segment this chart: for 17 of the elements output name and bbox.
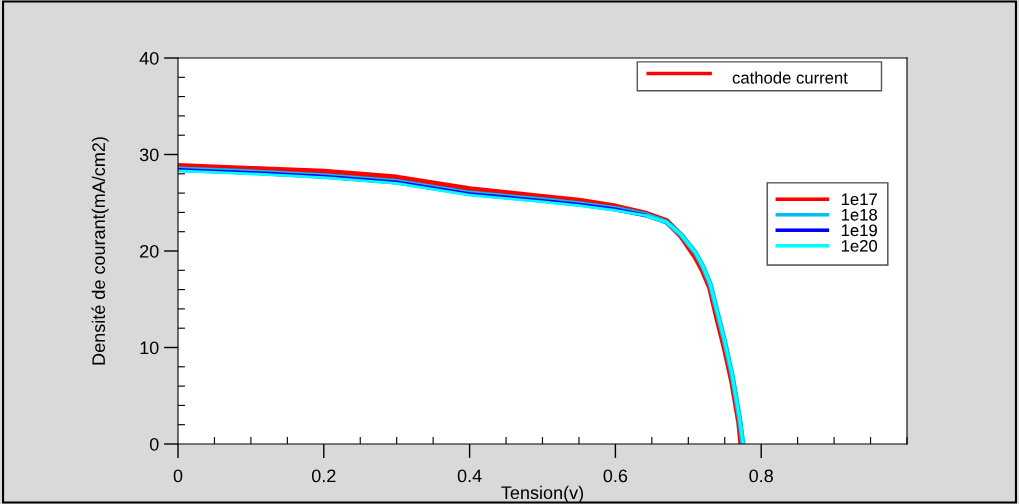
x-tick-label: 0.8 bbox=[749, 469, 773, 483]
y-tick-label: 0 bbox=[149, 437, 159, 451]
legend-label: 1e18 bbox=[841, 208, 878, 221]
y-axis-title: Densité de courant(mA/cm2) bbox=[91, 137, 109, 365]
x-tick-label: 0.4 bbox=[457, 469, 482, 483]
y-tick-label: 40 bbox=[139, 51, 159, 65]
x-tick-label: 0.6 bbox=[603, 469, 628, 483]
legend-label: 1e19 bbox=[841, 224, 877, 237]
x-tick-label: 0.2 bbox=[311, 469, 336, 483]
x-tick-label: 0 bbox=[173, 469, 183, 483]
x-axis-title: Tension(v) bbox=[501, 485, 584, 503]
legend-label: 1e17 bbox=[841, 193, 877, 206]
legend-label: 1e20 bbox=[841, 239, 878, 252]
y-tick-label: 30 bbox=[139, 148, 159, 162]
y-tick-label: 10 bbox=[140, 341, 159, 355]
y-tick-label: 20 bbox=[140, 244, 159, 258]
annotation: cathode current bbox=[732, 71, 848, 84]
